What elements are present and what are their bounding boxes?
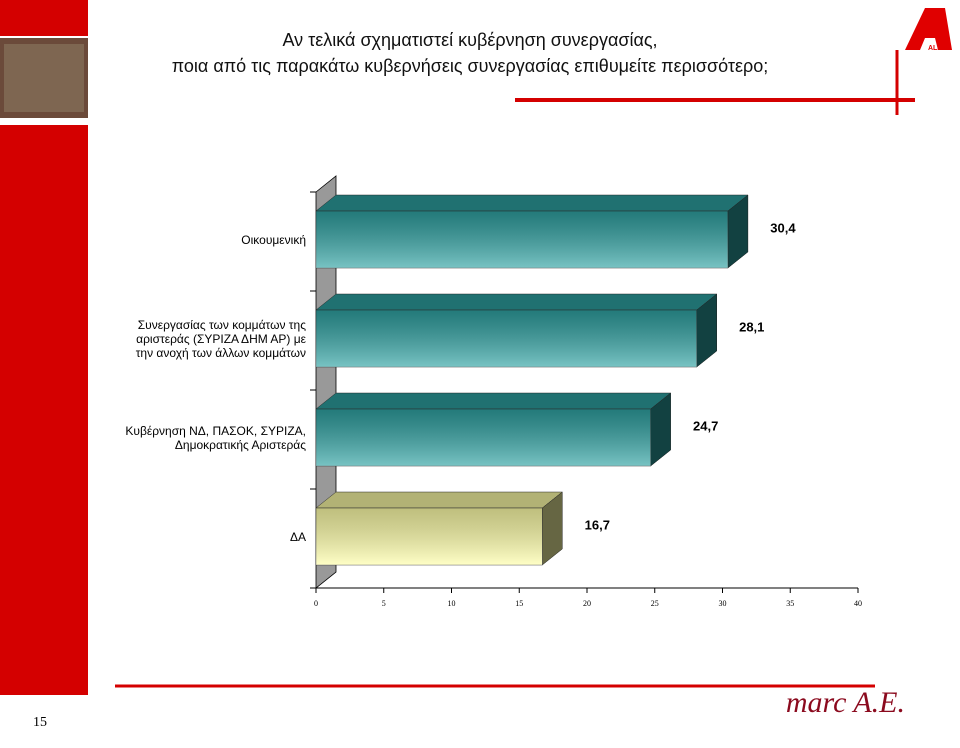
alpha-logo [905,8,952,50]
category-label: ΔΑ [289,529,306,544]
bar [315,392,672,467]
bar [315,491,563,566]
bar-side-shade [727,195,748,268]
x-tick-label: 25 [651,599,659,608]
bar [315,293,718,368]
chart-subtitle: ποια από τις παρακάτω κυβερνήσεις συνεργ… [171,56,769,76]
value-label: 16,7 [585,517,610,532]
x-tick-label: 10 [448,599,456,608]
x-tick-label: 35 [786,599,794,608]
value-label: 28,1 [739,319,764,334]
bar-side-shade [696,294,717,367]
bar-top-shade [316,393,671,409]
bar-side-shade [650,393,671,466]
bar-front-shine [316,310,697,367]
category-label: Οικουμενική [241,232,306,247]
red-band [0,125,88,695]
photo-detail [4,44,84,112]
bar-front-shine [316,508,543,565]
x-tick-label: 15 [515,599,523,608]
bar [315,194,749,269]
value-label: 24,7 [693,418,718,433]
x-tick-label: 20 [583,599,591,608]
bar-top-shade [316,492,563,508]
category-label: Κυβέρνηση ΝΔ, ΠΑΣΟΚ, ΣΥΡΙΖΑ, Δημοκρατική… [125,423,306,452]
x-tick-label: 0 [314,599,318,608]
bar-front-shine [316,409,651,466]
value-label: 30,4 [770,220,796,235]
footer-logo: marc A.E. [786,686,905,719]
alpha-text: ALPHA [928,45,952,52]
page-number: 15 [33,715,47,730]
bar-front-shine [316,211,728,268]
bar-top-shade [316,294,717,310]
red-band [0,0,88,36]
x-tick-label: 30 [719,599,727,608]
x-tick-label: 5 [382,599,386,608]
chart-title: Αν τελικά σχηματιστεί κυβέρνηση συνεργασ… [282,30,658,50]
category-label: Συνεργασίας των κομμάτων της αριστεράς (… [135,317,306,360]
x-tick-label: 40 [854,599,862,608]
bar-top-shade [316,195,748,211]
bar-side-shade [542,492,563,565]
